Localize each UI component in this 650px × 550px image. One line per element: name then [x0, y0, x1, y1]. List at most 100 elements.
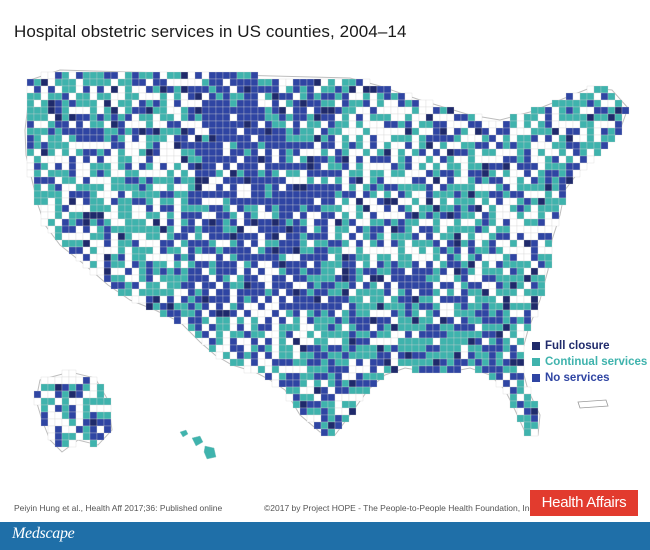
county-cell: [201, 218, 210, 227]
county-cell: [327, 323, 336, 332]
county-cell: [138, 106, 147, 115]
county-cell: [397, 92, 406, 101]
county-cell: [453, 323, 462, 332]
county-cell: [159, 99, 168, 108]
county-cell: [404, 169, 413, 178]
county-cell: [362, 239, 371, 248]
county-cell: [187, 288, 196, 297]
county-cell: [124, 141, 133, 150]
county-cell: [411, 176, 420, 185]
county-cell: [481, 141, 490, 150]
county-cell: [600, 127, 609, 136]
county-cell: [355, 78, 364, 87]
county-cell: [257, 316, 266, 325]
county-cell: [411, 120, 420, 129]
county-cell: [509, 246, 518, 255]
county-cell: [82, 390, 91, 399]
county-cell: [152, 281, 161, 290]
county-cell: [117, 176, 126, 185]
county-cell: [502, 183, 511, 192]
county-cell: [159, 211, 168, 220]
county-cell: [530, 197, 539, 206]
county-cell: [425, 162, 434, 171]
county-cell: [33, 397, 42, 406]
county-cell: [40, 197, 49, 206]
county-cell: [285, 309, 294, 318]
county-cell: [425, 281, 434, 290]
county-cell: [89, 183, 98, 192]
county-cell: [502, 162, 511, 171]
county-cell: [201, 232, 210, 241]
county-cell: [33, 197, 42, 206]
county-cell: [334, 134, 343, 143]
county-cell: [320, 358, 329, 367]
county-cell: [502, 232, 511, 241]
county-cell: [208, 316, 217, 325]
county-cell: [488, 218, 497, 227]
county-cell: [334, 288, 343, 297]
county-cell: [278, 127, 287, 136]
county-cell: [75, 155, 84, 164]
county-cell: [180, 253, 189, 262]
county-cell: [523, 267, 532, 276]
county-cell: [537, 218, 546, 227]
county-cell: [117, 197, 126, 206]
county-cell: [299, 176, 308, 185]
county-cell: [579, 155, 588, 164]
county-cell: [222, 246, 231, 255]
county-cell: [173, 246, 182, 255]
county-cell: [138, 99, 147, 108]
county-cell: [138, 155, 147, 164]
county-cell: [264, 246, 273, 255]
county-cell: [96, 211, 105, 220]
county-cell: [159, 218, 168, 227]
county-cell: [124, 260, 133, 269]
county-cell: [516, 218, 525, 227]
county-cell: [313, 351, 322, 360]
county-cell: [600, 99, 609, 108]
county-cell: [285, 379, 294, 388]
county-cell: [530, 253, 539, 262]
county-cell: [523, 407, 532, 416]
county-cell: [418, 232, 427, 241]
county-cell: [404, 127, 413, 136]
county-cell: [376, 253, 385, 262]
county-cell: [481, 120, 490, 129]
county-cell: [117, 92, 126, 101]
county-cell: [82, 113, 91, 122]
county-cell: [502, 260, 511, 269]
county-cell: [47, 71, 56, 80]
county-cell: [152, 225, 161, 234]
county-cell: [306, 344, 315, 353]
county-cell: [313, 421, 322, 430]
county-cell: [530, 148, 539, 157]
county-cell: [327, 365, 336, 374]
county-cell: [33, 127, 42, 136]
county-cell: [334, 365, 343, 374]
county-cell: [334, 337, 343, 346]
county-cell: [110, 106, 119, 115]
county-cell: [222, 99, 231, 108]
county-cell: [131, 232, 140, 241]
county-cell: [299, 302, 308, 311]
county-cell: [187, 246, 196, 255]
county-cell: [47, 92, 56, 101]
county-cell: [278, 316, 287, 325]
county-cell: [47, 432, 56, 441]
county-cell: [236, 218, 245, 227]
county-cell: [327, 414, 336, 423]
county-cell: [523, 162, 532, 171]
county-cell: [61, 369, 70, 378]
county-cell: [544, 253, 553, 262]
county-cell: [313, 92, 322, 101]
county-cell: [110, 253, 119, 262]
county-cell: [166, 260, 175, 269]
county-cell: [537, 141, 546, 150]
county-cell: [516, 309, 525, 318]
county-cell: [271, 141, 280, 150]
county-cell: [236, 99, 245, 108]
county-cell: [530, 232, 539, 241]
county-cell: [523, 309, 532, 318]
county-cell: [131, 176, 140, 185]
county-cell: [243, 169, 252, 178]
